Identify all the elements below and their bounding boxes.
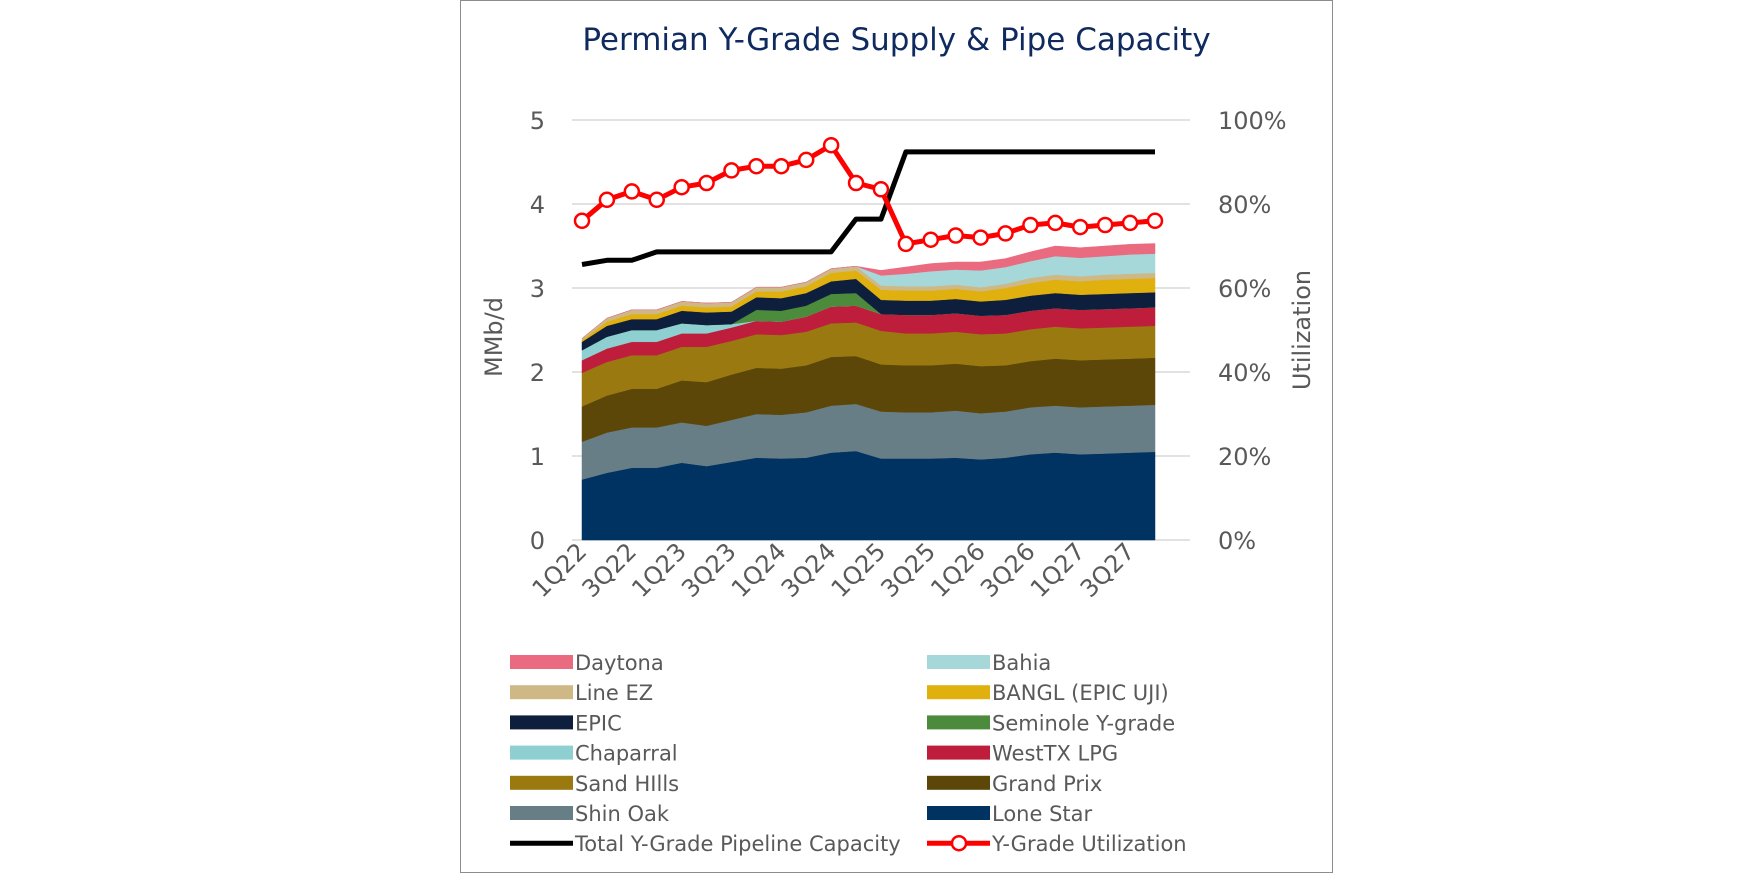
- utilization-point: [1121, 214, 1139, 232]
- legend-swatch-line-ez: [510, 685, 573, 700]
- legend-label-bahia: Bahia: [992, 651, 1051, 675]
- utilization-point: [648, 191, 665, 209]
- utilization-point: [1096, 216, 1114, 234]
- utilization-point: [797, 151, 815, 169]
- legend-label-total-y-grade-pipeline-capacity: Total Y-Grade Pipeline Capacity: [574, 832, 901, 856]
- line-total-y-grade-pipeline-capacity: [581, 149, 1155, 267]
- x-tick-label: 1Q25: [826, 537, 892, 603]
- x-tick-label: 1Q27: [1025, 537, 1091, 603]
- x-tick-label: 3Q24: [776, 537, 842, 603]
- utilization-point: [623, 183, 641, 200]
- legend-label-lone-star: Lone Star: [992, 802, 1093, 826]
- stacked-areas: [581, 243, 1156, 541]
- line-series: [573, 136, 1164, 267]
- utilization-point: [598, 191, 616, 209]
- legend-marker-y-grade-utilization: [950, 834, 968, 852]
- legend-label-y-grade-utilization: Y-Grade Utilization: [991, 832, 1187, 856]
- utilization-point: [748, 157, 765, 175]
- x-tick-label: 1Q23: [626, 537, 692, 603]
- y2-tick-label: 100%: [1218, 107, 1287, 135]
- utilization-point: [1146, 212, 1164, 230]
- x-tick-label: 3Q26: [975, 537, 1041, 603]
- x-tick-label: 1Q24: [726, 537, 792, 603]
- area-daytona: [581, 243, 1156, 339]
- legend-swatch-sand-hills: [510, 775, 573, 790]
- y-axis-label: MMb/d: [480, 297, 508, 377]
- legend-label-grand-prix: Grand Prix: [992, 772, 1102, 796]
- utilization-point: [897, 235, 915, 253]
- utilization-point: [773, 157, 790, 175]
- legend-label-sand-hills: Sand HIlls: [575, 772, 679, 796]
- y2-tick-label: 40%: [1218, 359, 1271, 387]
- y-tick-label: 3: [530, 275, 545, 303]
- utilization-point: [698, 174, 715, 192]
- y2-tick-label: 0%: [1218, 527, 1256, 555]
- utilization-point: [822, 136, 840, 154]
- legend-swatch-epic: [510, 715, 573, 730]
- legend-swatch-chaparral: [510, 745, 573, 760]
- legend-swatch-bangl-epic-uji: [927, 685, 990, 700]
- legend-label-epic: EPIC: [575, 711, 622, 735]
- x-tick-label: 1Q26: [925, 537, 991, 603]
- legend-label-shin-oak: Shin Oak: [575, 802, 670, 826]
- utilization-point: [723, 162, 740, 179]
- y-tick-label: 2: [530, 359, 545, 387]
- utilization-point: [1022, 216, 1039, 234]
- legend-swatch-lone-star: [927, 806, 990, 820]
- utilization-point: [1047, 214, 1064, 232]
- x-tick-label: 3Q23: [676, 537, 742, 603]
- legend-swatch-westtx-lpg: [927, 745, 990, 760]
- utilization-point: [1072, 218, 1089, 236]
- utilization-point: [972, 229, 989, 246]
- legend-swatch-seminole-y-grade: [927, 715, 990, 730]
- legend-label-line-ez: Line EZ: [575, 681, 653, 705]
- utilization-point: [673, 178, 690, 196]
- x-tick-label: 3Q27: [1075, 537, 1141, 603]
- legend-label-daytona: Daytona: [575, 651, 664, 675]
- x-tick-label: 3Q25: [875, 537, 941, 603]
- chart-title: Permian Y-Grade Supply & Pipe Capacity: [582, 22, 1211, 58]
- utilization-point: [573, 212, 591, 230]
- y-tick-label: 1: [530, 443, 545, 471]
- x-tick-label: 3Q22: [577, 537, 643, 603]
- legend-swatch-grand-prix: [927, 775, 990, 790]
- y-tick-label: 0: [530, 527, 545, 555]
- legend-label-westtx-lpg: WestTX LPG: [992, 742, 1118, 766]
- legend-swatch-daytona: [510, 655, 573, 669]
- utilization-point: [922, 231, 940, 248]
- utilization-point: [847, 174, 865, 192]
- utilization-point: [872, 181, 890, 198]
- y2-tick-label: 80%: [1218, 191, 1271, 219]
- line-y-grade-utilization: [580, 142, 1156, 247]
- legend-label-bangl-epic-uji: BANGL (EPIC UJI): [992, 681, 1169, 705]
- y2-tick-label: 20%: [1218, 443, 1271, 471]
- y2-axis-label: Utilization: [1288, 270, 1316, 390]
- legend-swatch-shin-oak: [510, 806, 573, 820]
- y-tick-label: 4: [530, 191, 545, 219]
- legend-label-chaparral: Chaparral: [575, 742, 678, 766]
- utilization-point: [947, 227, 964, 244]
- legend: Daytona Bahia Line EZ BANGL (EPIC UJI) EPIC S…: [510, 651, 1187, 856]
- y-tick-label: 5: [530, 107, 545, 135]
- legend-label-seminole-y-grade: Seminole Y-grade: [992, 711, 1175, 735]
- legend-swatch-bahia: [927, 655, 990, 669]
- y2-tick-label: 60%: [1218, 275, 1271, 303]
- utilization-point: [997, 225, 1014, 242]
